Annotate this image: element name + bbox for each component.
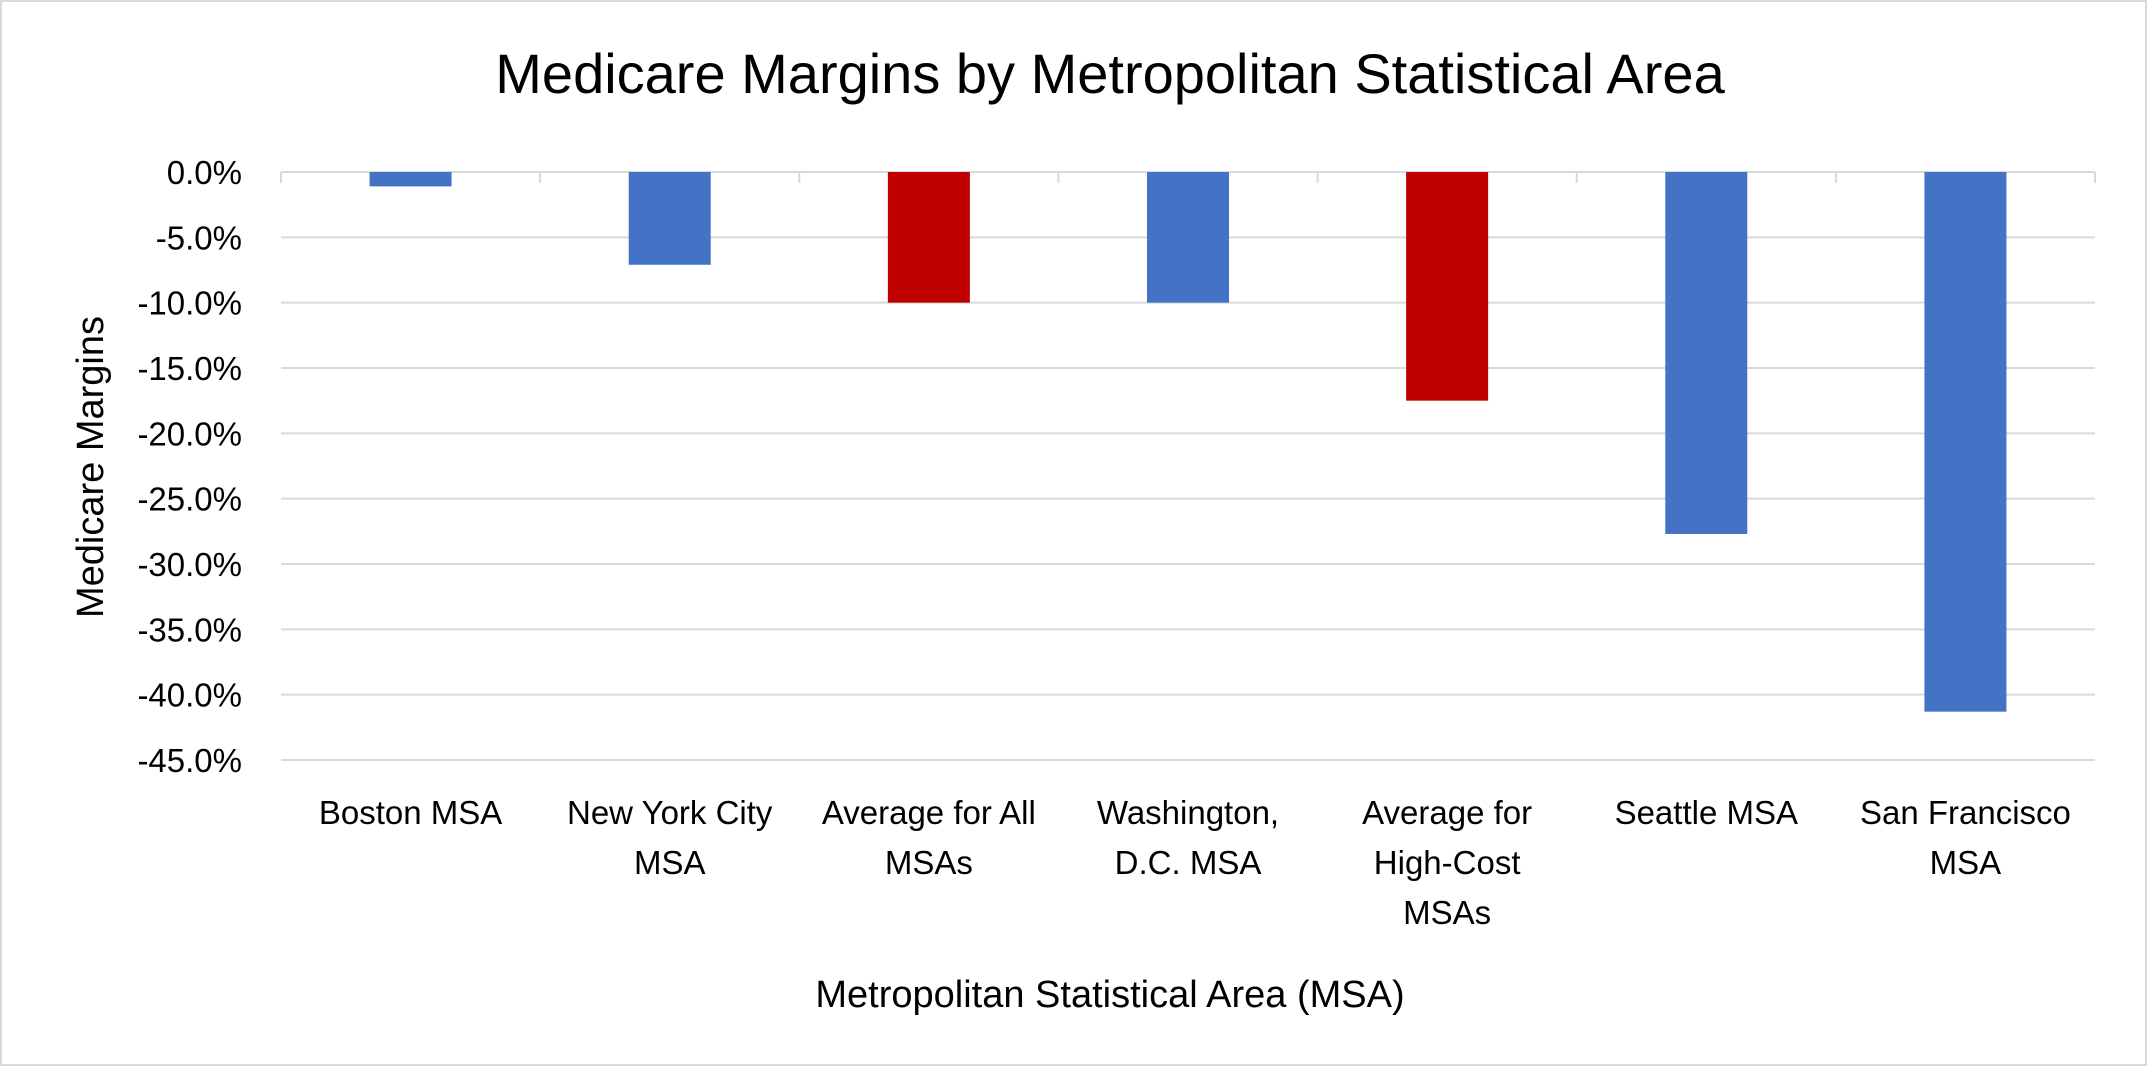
gridlines (281, 171, 2095, 761)
y-tick-label: -45.0% (137, 742, 242, 779)
y-tick-label: -25.0% (137, 481, 242, 518)
x-tick-label-line: MSAs (1403, 894, 1491, 931)
x-tick-label: Average for All MSAs (822, 794, 1036, 881)
x-tick-label-line: New York City (567, 794, 773, 831)
y-tick-label: -15.0% (137, 350, 242, 387)
y-tick-label: -35.0% (137, 611, 242, 648)
bar (1147, 172, 1229, 303)
x-tick-label: Average for High-Cost MSAs (1362, 794, 1532, 931)
y-tick-label: -30.0% (137, 546, 242, 583)
x-tick-label-line: Boston MSA (319, 794, 502, 831)
bar (1665, 172, 1748, 534)
x-tick-label: Seattle MSA (1615, 794, 1798, 831)
chart-title: Medicare Margins by Metropolitan Statist… (495, 42, 1725, 105)
x-tick-label-line: D.C. MSA (1115, 844, 1262, 881)
x-tick-label-line: Seattle MSA (1615, 794, 1798, 831)
bar (628, 172, 711, 265)
x-tick-label: Washington, D.C. MSA (1097, 794, 1279, 881)
y-tick-label: -40.0% (137, 677, 242, 714)
x-axis-title: Metropolitan Statistical Area (MSA) (815, 974, 1404, 1016)
bar (369, 172, 452, 187)
y-tick-label: -20.0% (137, 415, 242, 452)
x-tick-label: San Francisco MSA (1860, 794, 2071, 881)
x-tick-label-line: San Francisco (1860, 794, 2071, 831)
y-axis-title: Medicare Margins (70, 316, 112, 618)
x-tick-labels: Boston MSA New York City MSA Average for Al… (319, 794, 2071, 931)
bar (1406, 172, 1489, 401)
x-tick-label-line: MSA (634, 844, 706, 881)
bars (369, 172, 2007, 712)
x-tick-label-line: Average for (1362, 794, 1532, 831)
y-tick-label: -5.0% (156, 219, 242, 256)
bar (1924, 172, 2007, 712)
y-tick-label: 0.0% (167, 154, 242, 191)
y-tick-label: -10.0% (137, 285, 242, 322)
x-tick-marks (280, 172, 2096, 183)
x-tick-label: New York City MSA (567, 794, 773, 881)
y-tick-labels: 0.0% -5.0% -10.0% -15.0% -20.0% -25.0% -30.0% -… (137, 154, 242, 779)
x-tick-label-line: Washington, (1097, 794, 1279, 831)
bar (887, 172, 970, 303)
x-tick-label-line: MSA (1930, 844, 2002, 881)
x-tick-label-line: High-Cost (1374, 844, 1521, 881)
x-tick-label: Boston MSA (319, 794, 502, 831)
x-tick-label-line: MSAs (885, 844, 973, 881)
x-tick-label-line: Average for All (822, 794, 1036, 831)
